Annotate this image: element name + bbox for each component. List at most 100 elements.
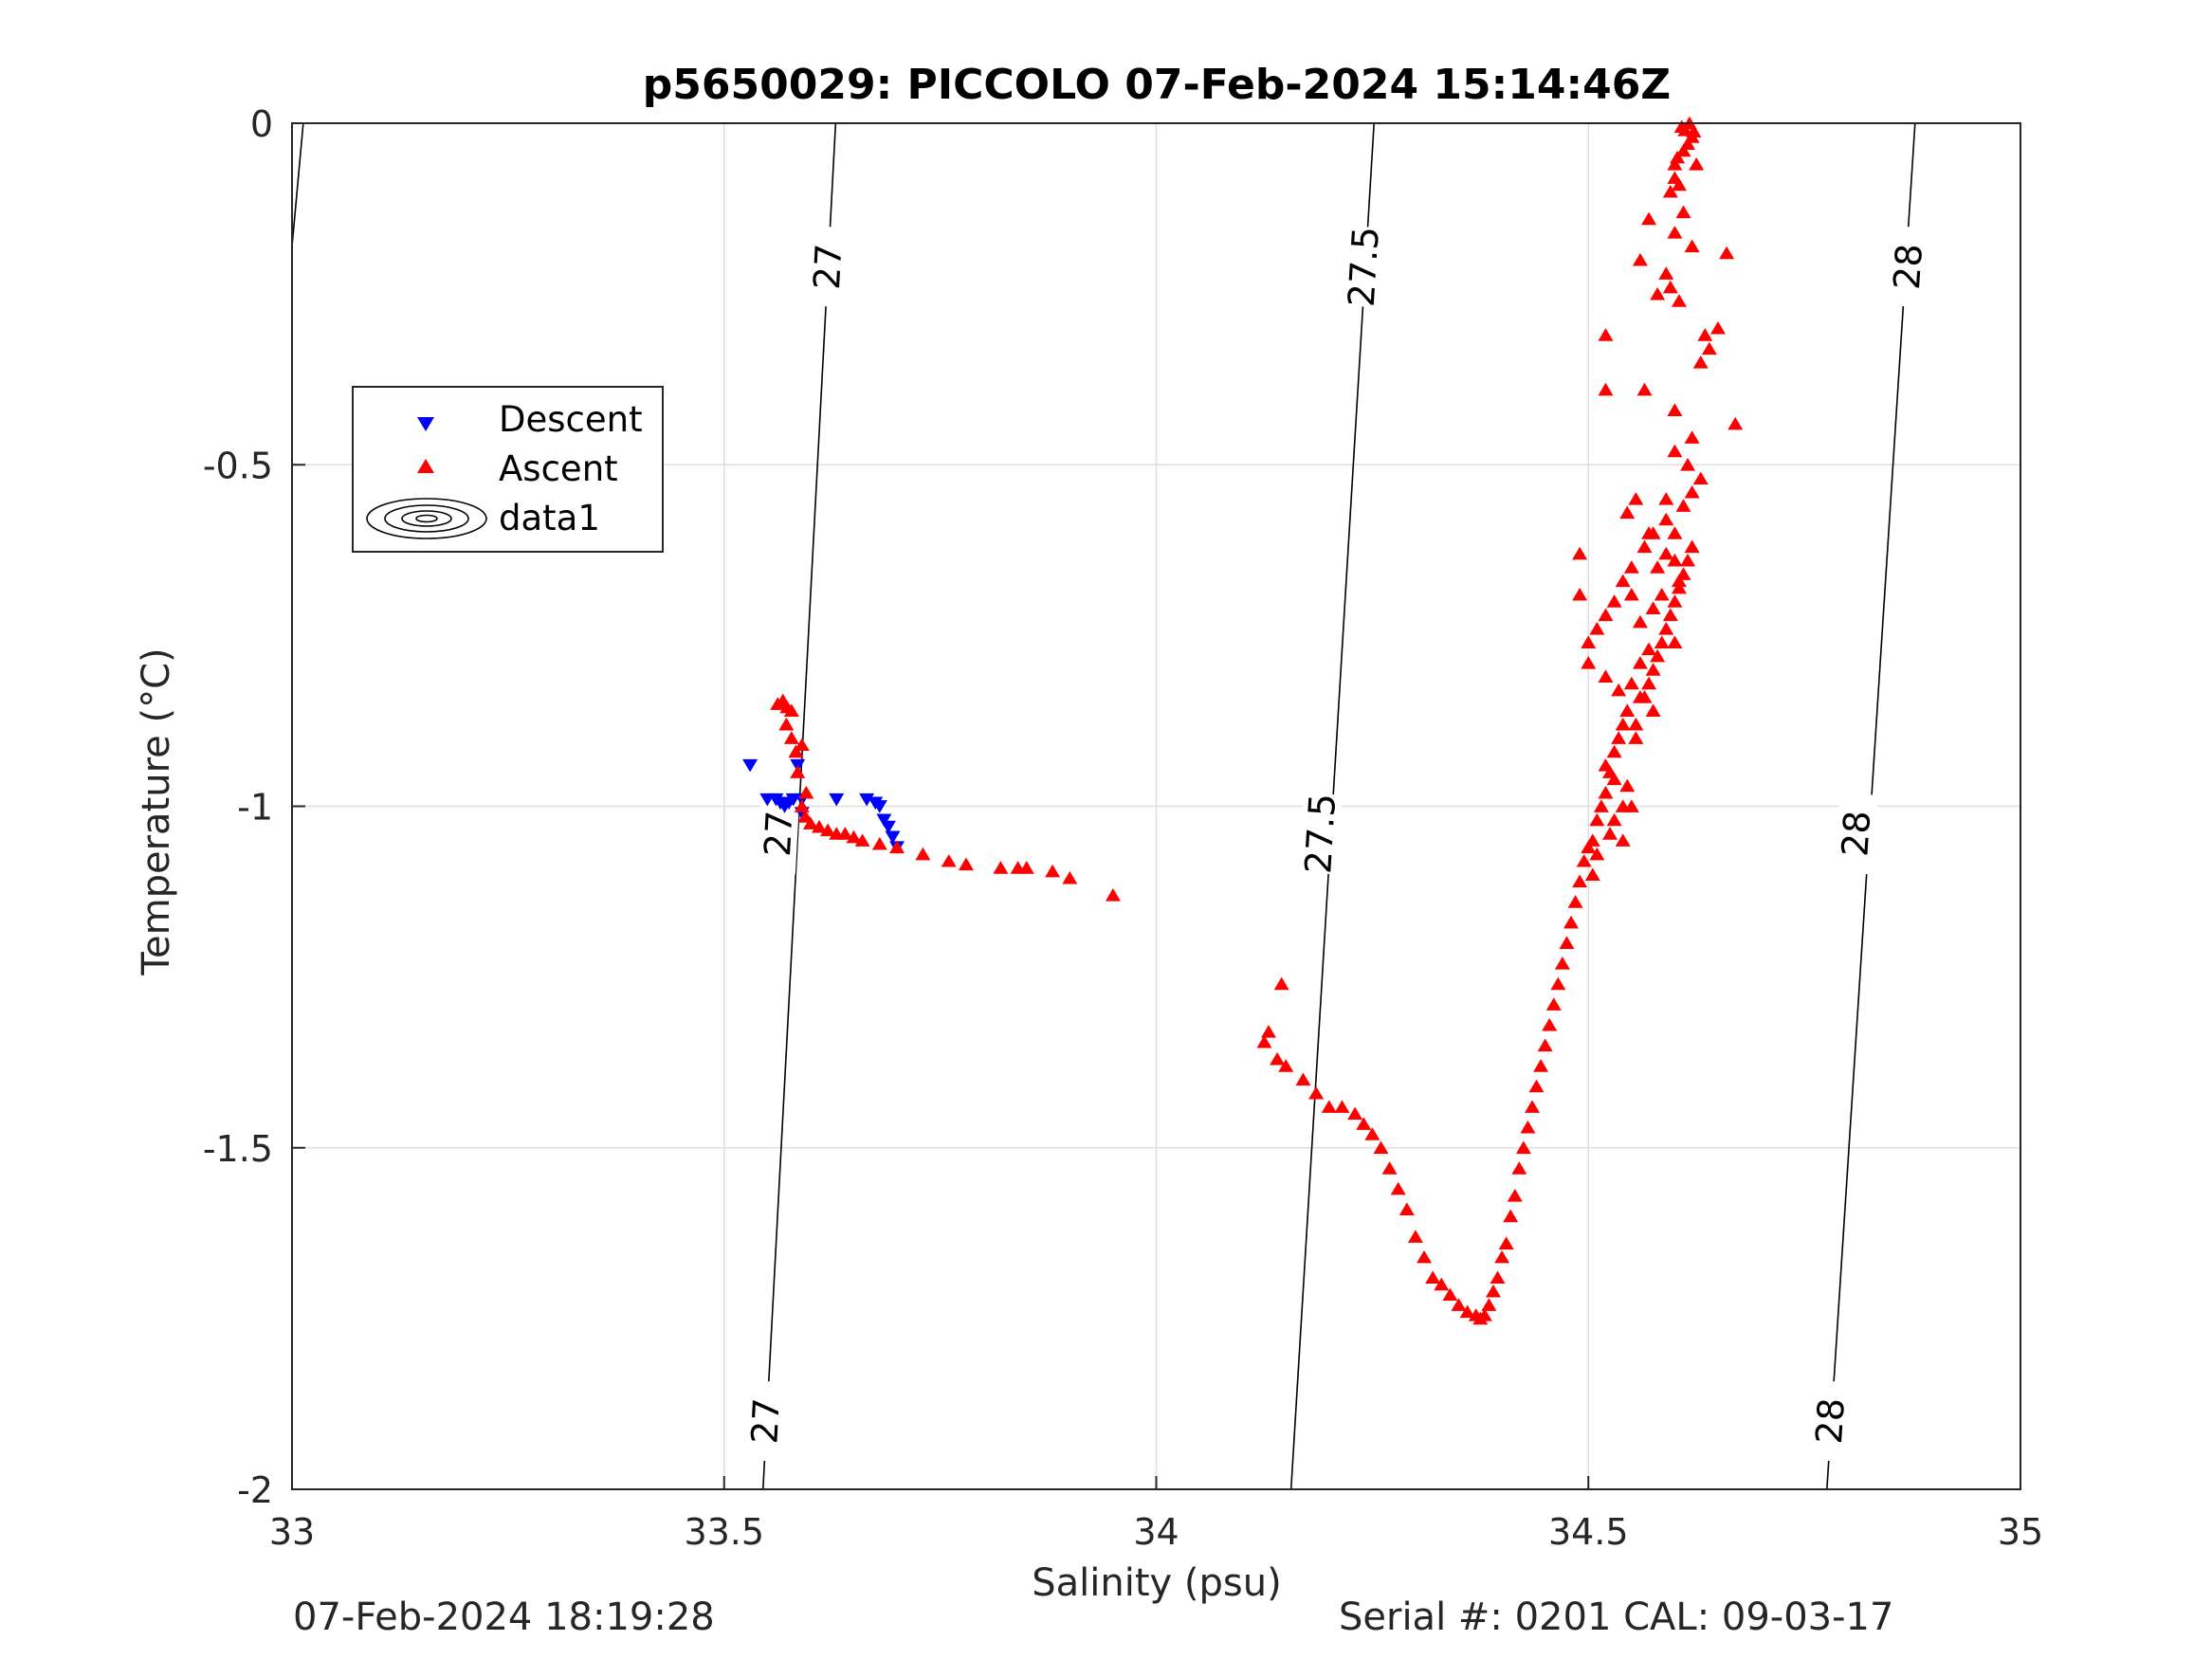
- descent-point: [742, 758, 759, 773]
- ascent-point: [1572, 587, 1588, 601]
- ascent-point: [1273, 976, 1289, 991]
- ascent-point: [802, 816, 818, 830]
- ascent-point: [993, 861, 1009, 874]
- ascent-point: [1407, 1230, 1423, 1243]
- ascent-point: [1667, 157, 1683, 171]
- legend-contour-icon: [366, 498, 487, 539]
- y-tick-label: 0: [250, 103, 273, 145]
- contour-label: 27: [806, 243, 850, 291]
- ascent-point: [1572, 874, 1588, 888]
- ascent-point: [1598, 328, 1614, 341]
- ascent-point: [1606, 594, 1622, 608]
- contour-label: 27.5: [1297, 793, 1344, 875]
- contour-label-mask: [757, 793, 800, 875]
- ascent-point: [1528, 1079, 1545, 1093]
- x-tick-label: 34: [1133, 1511, 1179, 1553]
- ascent-point: [1686, 124, 1702, 138]
- ascent-point: [1347, 1106, 1363, 1121]
- ascent-point: [1364, 1127, 1380, 1140]
- contour-label-mask: [806, 226, 850, 308]
- y-axis-label: Temperature (°C): [135, 647, 178, 975]
- ascent-point: [1641, 211, 1657, 226]
- ascent-point: [1673, 119, 1690, 134]
- ascent-point: [1606, 812, 1622, 827]
- ascent-point: [1476, 1308, 1492, 1322]
- ascent-point: [1684, 539, 1700, 554]
- ascent-point: [1619, 505, 1636, 520]
- contour-label-mask: [1299, 793, 1343, 875]
- ascent-point: [1425, 1270, 1441, 1285]
- ascent-point: [1611, 683, 1627, 697]
- ascent-point: [778, 717, 795, 731]
- ascent-point: [1671, 580, 1687, 594]
- ascent-point: [1632, 655, 1648, 669]
- ascent-point: [1598, 669, 1614, 684]
- ascent-point: [1662, 184, 1678, 198]
- ascent-point: [1593, 799, 1609, 812]
- ascent-point: [1667, 553, 1683, 567]
- ascent-point: [1658, 546, 1674, 560]
- ascent-point: [1334, 1100, 1350, 1113]
- ascent-point: [1645, 703, 1661, 718]
- ascent-point: [1680, 137, 1696, 151]
- ascent-point: [1645, 663, 1661, 676]
- ascent-point: [1503, 1209, 1519, 1223]
- ascent-point: [1697, 328, 1713, 341]
- descent-point: [885, 830, 901, 845]
- ascent-point: [1545, 997, 1562, 1011]
- ascent-point: [1615, 799, 1631, 812]
- ascent-point: [1632, 252, 1648, 266]
- ascent-point: [1671, 294, 1687, 307]
- ascent-point: [1598, 608, 1614, 622]
- ascent-point: [794, 799, 810, 812]
- ascent-point: [1459, 1304, 1475, 1319]
- ascent-point: [1658, 512, 1674, 526]
- ascent-point: [1650, 648, 1666, 663]
- ascent-point: [1295, 1072, 1311, 1086]
- ascent-point: [1559, 936, 1575, 949]
- ascent-point: [958, 857, 974, 871]
- contour-label: 28: [1886, 243, 1930, 291]
- ascent-point: [1018, 861, 1034, 874]
- ascent-point: [1442, 1287, 1458, 1302]
- ascent-point: [812, 819, 828, 833]
- ascent-point: [1260, 1025, 1276, 1038]
- ascent-point: [1589, 621, 1605, 635]
- ascent-point: [1650, 286, 1666, 301]
- ascent-point: [1494, 1249, 1510, 1264]
- ascent-point: [1658, 492, 1674, 505]
- ascent-point: [1581, 635, 1597, 648]
- ascent-point: [854, 833, 870, 847]
- ascent-point: [1662, 608, 1678, 622]
- ascent-point: [1563, 915, 1580, 929]
- ascent-point: [1606, 744, 1622, 758]
- ascent-point: [846, 830, 862, 844]
- ascent-point: [1498, 1236, 1514, 1250]
- ascent-point: [1321, 1100, 1337, 1113]
- ascent-point: [1667, 635, 1683, 648]
- ascent-point: [1598, 785, 1614, 799]
- ascent-point: [1641, 526, 1657, 539]
- y-tick-label: -1: [237, 787, 273, 829]
- ascent-point: [1398, 1202, 1415, 1215]
- legend-ascent-marker: [417, 459, 434, 473]
- ascent-point: [1062, 870, 1078, 884]
- contour-label-mask: [1835, 793, 1878, 875]
- ascent-point: [1658, 621, 1674, 635]
- ascent-point: [1270, 1051, 1286, 1066]
- ascent-point: [1589, 847, 1605, 861]
- descent-point: [876, 813, 892, 828]
- descent-point: [859, 793, 875, 807]
- descent-point: [829, 793, 845, 807]
- ascent-point: [837, 827, 853, 840]
- ascent-point: [1728, 416, 1744, 430]
- ascent-point: [783, 703, 799, 718]
- y-tick-label: -1.5: [203, 1128, 273, 1170]
- ascent-point: [1709, 320, 1726, 335]
- ascent-point: [1542, 1017, 1558, 1031]
- ascent-point: [1692, 471, 1709, 485]
- ascent-point: [790, 765, 806, 778]
- ascent-point: [871, 836, 887, 850]
- ascent-point: [1684, 484, 1700, 499]
